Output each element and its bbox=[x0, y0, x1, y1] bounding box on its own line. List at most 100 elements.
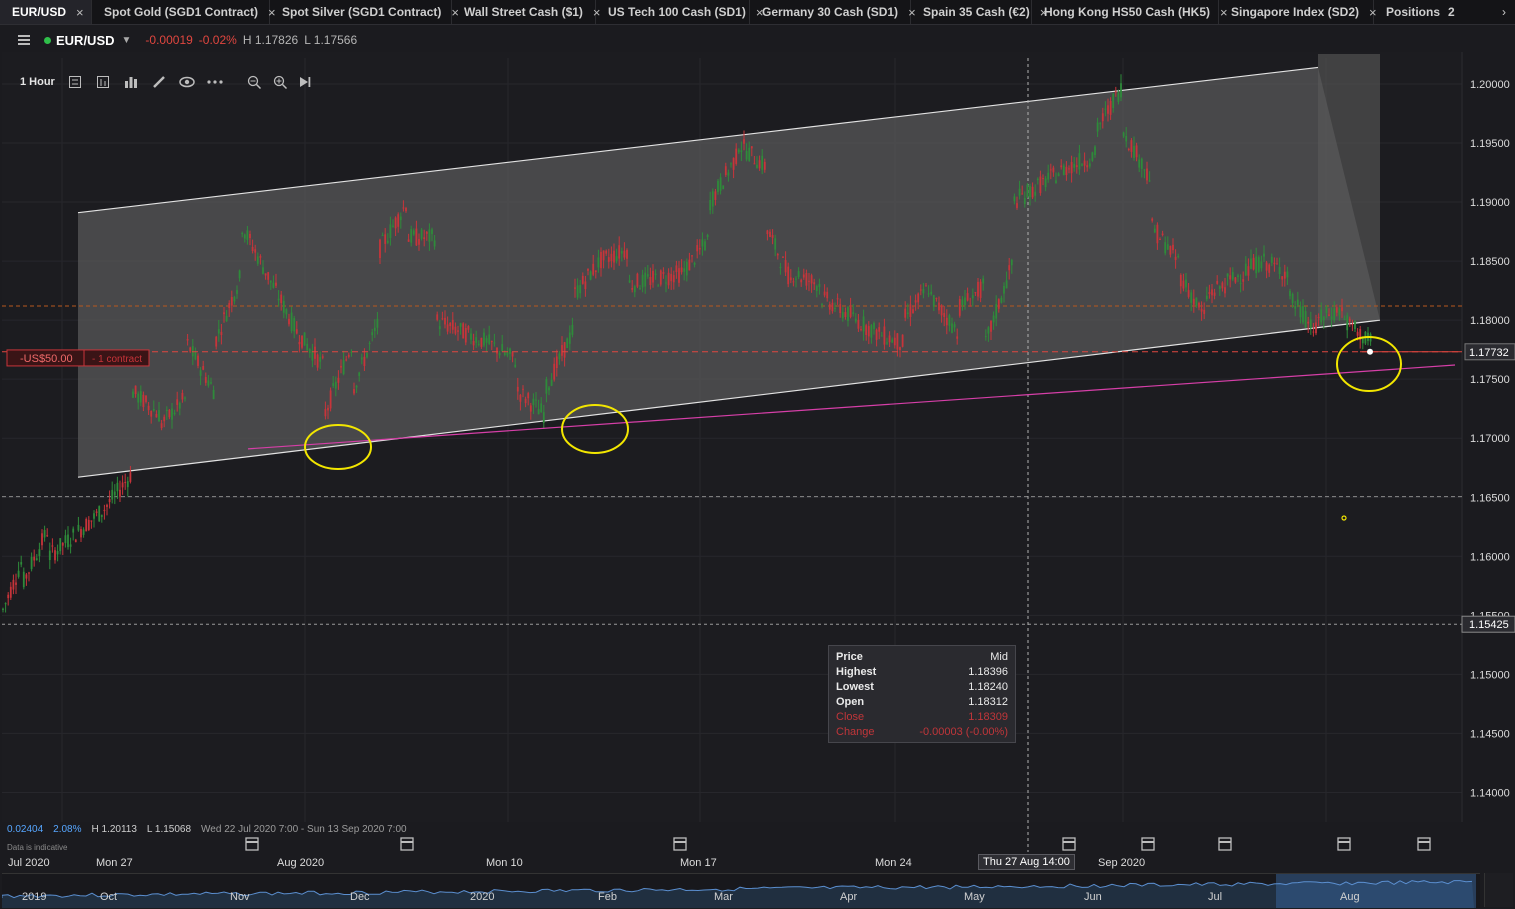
tab-spain-35-cash-2[interactable]: Spain 35 Cash (€2) × bbox=[911, 0, 1047, 24]
close-icon[interactable]: × bbox=[1039, 4, 1048, 20]
calendar-icon[interactable] bbox=[1337, 837, 1351, 851]
candle bbox=[899, 347, 901, 351]
calendar-icon[interactable] bbox=[1417, 837, 1431, 851]
symbol-label[interactable]: EUR/USD bbox=[56, 32, 115, 48]
candle bbox=[124, 481, 127, 484]
candle bbox=[48, 550, 51, 561]
highlight-ellipse[interactable] bbox=[304, 424, 372, 470]
candle bbox=[917, 293, 920, 303]
candle bbox=[2, 608, 4, 611]
close-icon[interactable]: × bbox=[1369, 4, 1377, 20]
candle bbox=[714, 191, 717, 201]
candle bbox=[670, 273, 673, 282]
bar-chart-icon[interactable] bbox=[89, 70, 117, 94]
candle bbox=[789, 277, 792, 281]
close-icon[interactable]: × bbox=[451, 4, 459, 20]
calendar-icon[interactable] bbox=[400, 837, 414, 851]
tab-wall-street-cash-1[interactable]: Wall Street Cash ($1) × bbox=[452, 0, 601, 24]
candle bbox=[1237, 275, 1239, 278]
candle bbox=[623, 250, 626, 258]
candle bbox=[847, 307, 849, 321]
chevron-down-icon[interactable]: ▼ bbox=[121, 34, 132, 46]
close-icon[interactable]: × bbox=[76, 4, 84, 20]
close-icon[interactable]: × bbox=[268, 4, 276, 20]
candle bbox=[1302, 306, 1304, 323]
tab-spot-gold-sgd1-contract[interactable]: Spot Gold (SGD1 Contract) × bbox=[92, 0, 276, 24]
candle bbox=[77, 524, 80, 531]
candle bbox=[776, 253, 779, 256]
highlight-ellipse[interactable] bbox=[1336, 336, 1402, 392]
alert-marker[interactable] bbox=[1341, 515, 1347, 521]
tab-hong-kong-hs50-cash-hk5[interactable]: Hong Kong HS50 Cash (HK5) × bbox=[1032, 0, 1228, 24]
candle bbox=[275, 282, 277, 286]
candle bbox=[795, 278, 797, 280]
tab-spot-silver-sgd1-contract[interactable]: Spot Silver (SGD1 Contract) × bbox=[270, 0, 459, 24]
candle bbox=[511, 352, 514, 357]
candle bbox=[906, 312, 909, 315]
candle bbox=[1333, 308, 1336, 321]
session-low: L 1.17566 bbox=[304, 33, 358, 47]
channel-upper-line[interactable] bbox=[77, 66, 1319, 214]
candle bbox=[420, 229, 423, 239]
tooltip-key: Open bbox=[836, 696, 865, 708]
calendar-icon[interactable] bbox=[245, 837, 259, 851]
calendar-icon[interactable] bbox=[1062, 837, 1076, 851]
zoom-in-icon[interactable] bbox=[269, 70, 293, 94]
order-label[interactable] bbox=[6, 349, 150, 367]
tabs-scroll-right-icon[interactable]: › bbox=[1493, 0, 1515, 24]
y-tick-label: 1.17500 bbox=[1470, 374, 1510, 386]
candle bbox=[238, 270, 241, 279]
candle bbox=[717, 180, 719, 193]
candle bbox=[1309, 319, 1312, 329]
play-end-icon[interactable] bbox=[293, 70, 317, 94]
candle bbox=[397, 214, 400, 227]
candle bbox=[1044, 178, 1047, 188]
candle bbox=[802, 274, 805, 278]
candle-type-icon[interactable] bbox=[61, 70, 89, 94]
candle bbox=[59, 538, 62, 552]
tab-germany-30-cash-sd1[interactable]: Germany 30 Cash (SD1) × bbox=[750, 0, 916, 24]
close-icon[interactable]: × bbox=[755, 4, 764, 20]
channel-lower-line[interactable] bbox=[77, 319, 1381, 478]
close-icon[interactable]: × bbox=[908, 4, 916, 20]
candle bbox=[152, 408, 155, 411]
close-icon[interactable]: × bbox=[592, 4, 601, 20]
candle bbox=[1296, 299, 1299, 306]
calendar-icon[interactable] bbox=[1141, 837, 1155, 851]
candle bbox=[38, 549, 41, 557]
price-channel[interactable] bbox=[78, 67, 1380, 478]
more-icon[interactable] bbox=[201, 70, 229, 94]
zoom-out-icon[interactable] bbox=[241, 70, 269, 94]
candle bbox=[1341, 307, 1343, 312]
candle bbox=[438, 326, 441, 330]
candle bbox=[288, 318, 290, 325]
candle bbox=[1281, 276, 1284, 280]
navigator-scroll-button[interactable] bbox=[1484, 873, 1513, 907]
indicator-icon[interactable] bbox=[117, 70, 145, 94]
candle bbox=[880, 335, 883, 337]
tab-us-tech-100-cash-sd1[interactable]: US Tech 100 Cash (SD1) × bbox=[596, 0, 763, 24]
highlight-ellipse[interactable] bbox=[561, 404, 629, 454]
candle bbox=[342, 360, 345, 375]
candle bbox=[454, 326, 457, 334]
tab-eur-usd[interactable]: EUR/USD × bbox=[0, 0, 92, 24]
tab-singapore-index-sd2[interactable]: Singapore Index (SD2) × bbox=[1219, 0, 1377, 24]
close-icon[interactable]: × bbox=[1220, 4, 1228, 20]
navigator-label: Mar bbox=[714, 891, 733, 903]
y-tick-label: 1.15000 bbox=[1470, 669, 1510, 681]
pencil-icon[interactable] bbox=[145, 70, 173, 94]
candle bbox=[1057, 173, 1060, 177]
candle bbox=[158, 410, 160, 422]
candle bbox=[691, 255, 693, 257]
calendar-icon[interactable] bbox=[1218, 837, 1232, 851]
hamburger-icon[interactable] bbox=[18, 35, 30, 45]
interval-selector[interactable]: 1 Hour bbox=[20, 76, 55, 88]
candle bbox=[22, 571, 25, 588]
eye-icon[interactable] bbox=[173, 70, 201, 94]
candle bbox=[1094, 146, 1096, 156]
calendar-icon[interactable] bbox=[673, 837, 687, 851]
support-trendline[interactable] bbox=[247, 364, 1456, 450]
candle bbox=[1307, 321, 1310, 324]
time-navigator[interactable]: 2019 Oct Nov Dec 2020 Feb Mar Apr May Jun Jul Aug bbox=[2, 873, 1480, 908]
